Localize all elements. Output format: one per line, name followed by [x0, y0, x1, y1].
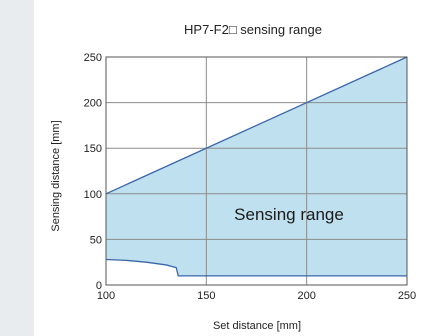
sensing-range-area [106, 57, 407, 276]
plot-area [105, 56, 408, 286]
y-tick-label-2: 100 [84, 189, 102, 201]
x-tick-label-2: 200 [297, 290, 315, 302]
x-tick-label-1: 150 [197, 290, 215, 302]
x-tick-label-0: 100 [97, 290, 115, 302]
y-tick-label-5: 250 [84, 52, 102, 64]
x-tick-label-3: 250 [398, 290, 416, 302]
chart-title: HP7-F2□ sensing range [184, 22, 322, 37]
chart-panel: HP7-F2□ sensing range Sensing range Set … [34, 0, 443, 336]
upper-boundary-line [105, 56, 408, 195]
y-tick-label-0: 0 [96, 280, 102, 292]
x-axis-label: Set distance [mm] [213, 320, 301, 332]
region-label: Sensing range [234, 205, 344, 224]
y-tick-label-4: 200 [84, 98, 102, 110]
y-tick-label-1: 50 [90, 234, 102, 246]
lower-boundary-line [105, 258, 407, 277]
plot-frame [105, 56, 408, 286]
sensing-range-chart: HP7-F2□ sensing range Sensing range Set … [50, 22, 416, 332]
y-axis-label: Sensing distance [mm] [50, 120, 62, 231]
y-tick-label-3: 150 [84, 143, 102, 155]
